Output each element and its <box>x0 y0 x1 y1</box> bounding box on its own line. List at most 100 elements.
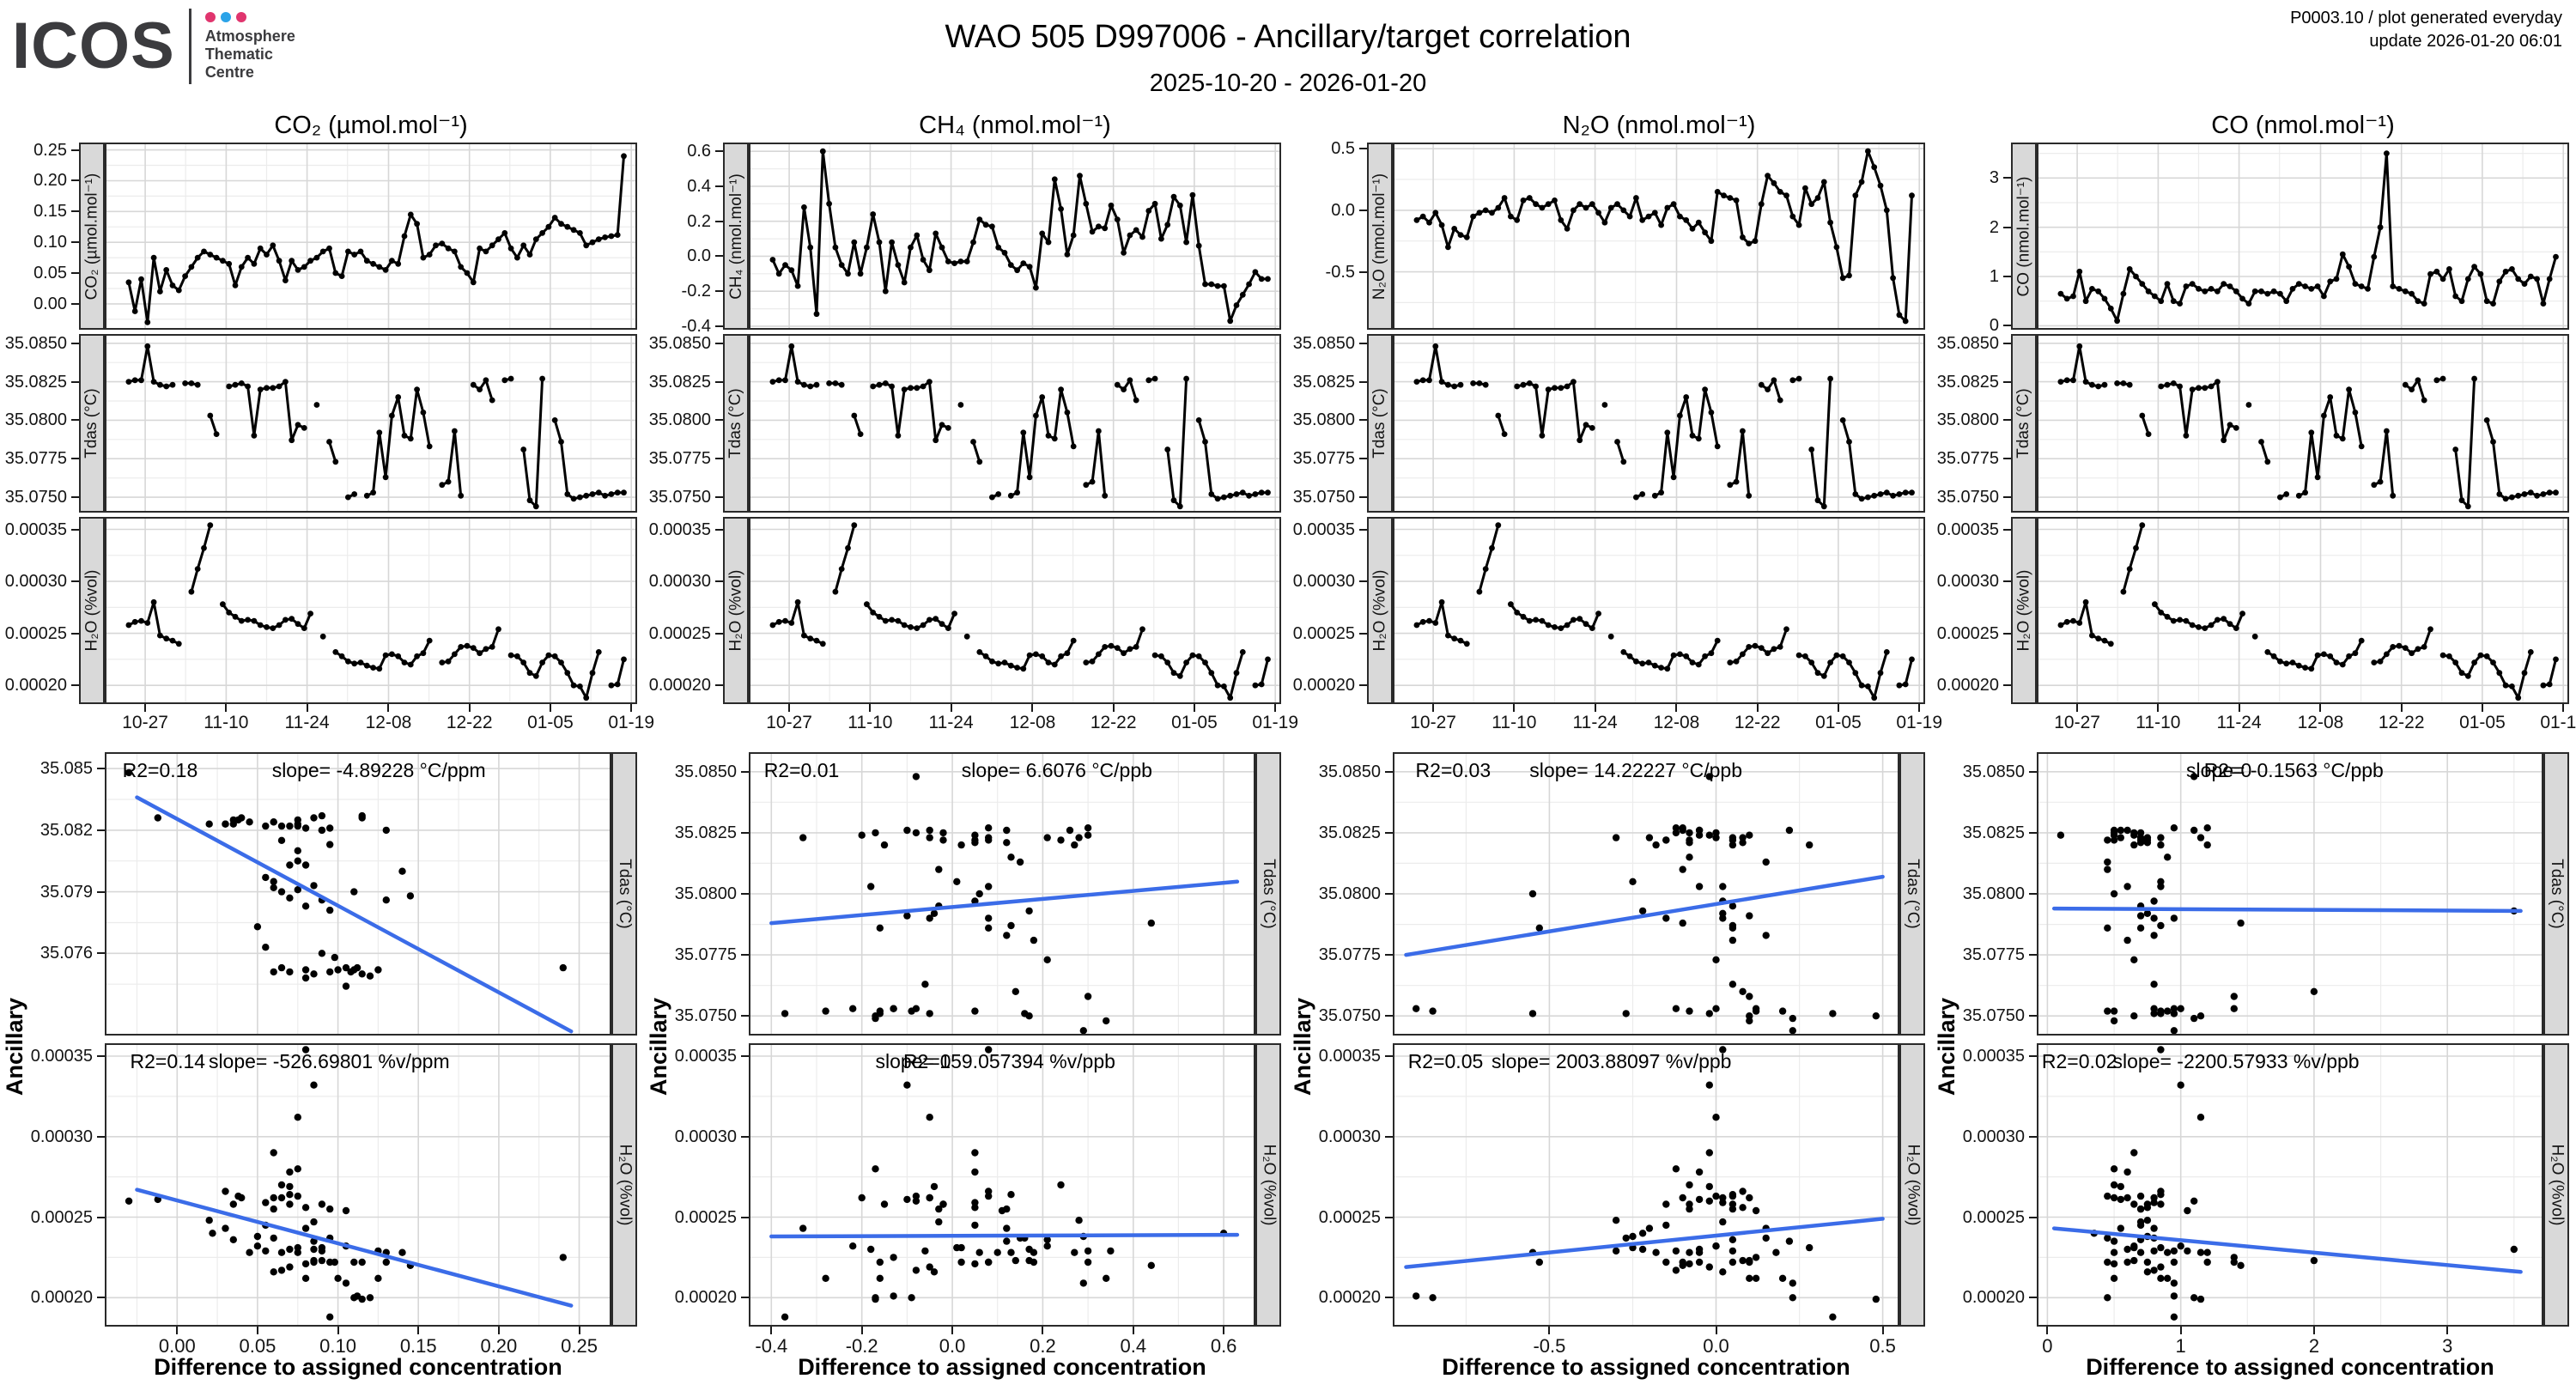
x-tick-label: 0.2 <box>1030 1335 1056 1357</box>
y-tick-mark <box>71 458 79 460</box>
y-tick-label: 35.0750 <box>1318 1006 1381 1026</box>
y-tick-label: 1 <box>1989 267 1999 287</box>
y-tick-mark <box>2029 1135 2037 1138</box>
y-tick-mark <box>715 220 723 222</box>
y-tick-label: 35.079 <box>39 882 93 902</box>
strip-label: H₂O (%vol) <box>82 569 100 652</box>
y-tick-label: 0.00030 <box>648 572 711 592</box>
y-tick-mark <box>2003 528 2011 531</box>
logo-divider <box>188 9 191 84</box>
y-tick-label: 35.0775 <box>674 945 737 965</box>
y-tick-label: 0.6 <box>687 142 711 161</box>
x-tick-label: 0.0 <box>1703 1335 1729 1357</box>
y-tick-label: 35.0750 <box>674 1006 737 1026</box>
annotation-slope-co-tdas: slope= -0.1563 °C/ppb <box>2186 759 2384 781</box>
x-tick-label: -0.5 <box>1533 1335 1566 1357</box>
strip-label: Tdas (°C) <box>616 859 634 929</box>
x-tick-mark <box>788 704 791 712</box>
x-tick-label: 11-10 <box>2136 713 2181 732</box>
y-tick-label: 0.00020 <box>1292 676 1355 696</box>
x-tick-label: 0.0 <box>939 1335 966 1357</box>
y-tick-mark <box>71 419 79 422</box>
x-tick-label: 12-22 <box>446 713 493 732</box>
x-axis-title: Difference to assigned concentration <box>154 1354 562 1380</box>
y-tick-label: 35.0800 <box>1292 410 1355 430</box>
y-tick-label: 0.00025 <box>648 623 711 643</box>
x-tick-mark <box>1432 704 1435 712</box>
x-tick-label: 0.6 <box>1210 1335 1237 1357</box>
y-tick-mark <box>2029 893 2037 895</box>
x-tick-mark <box>1132 1327 1134 1334</box>
x-tick-label: 12-08 <box>365 713 412 732</box>
y-tick-mark <box>2029 831 2037 834</box>
x-tick-mark <box>1193 704 1195 712</box>
scatter-strip-tdas: Tdas (°C) <box>2543 752 2569 1036</box>
panel-title-ch4: CH₄ (nmol.mol⁻¹) <box>919 112 1111 139</box>
x-tick-label: 1 <box>2175 1335 2186 1357</box>
x-tick-label: 01-05 <box>1815 713 1862 732</box>
y-tick-label: 0.15 <box>33 202 67 222</box>
y-tick-label: 35.0775 <box>1318 945 1381 965</box>
panel-title-n2o: N₂O (nmol.mol⁻¹) <box>1562 112 1756 139</box>
x-tick-mark <box>2046 1327 2049 1334</box>
x-axis-title: Difference to assigned concentration <box>798 1354 1206 1380</box>
scatter-strip-tdas: Tdas (°C) <box>1255 752 1281 1036</box>
row-strip-1: Tdas (°C) <box>2011 334 2037 513</box>
y-tick-mark <box>1359 209 1367 211</box>
logo-sub-line3: Centre <box>204 63 254 81</box>
y-tick-mark <box>71 496 79 499</box>
x-tick-label: 0.00 <box>158 1335 196 1357</box>
y-tick-mark <box>97 890 105 893</box>
ts-panel-ch4-difference <box>749 143 1281 330</box>
y-tick-mark <box>741 1135 749 1138</box>
y-tick-mark <box>2003 177 2011 179</box>
y-tick-mark <box>71 272 79 275</box>
x-tick-mark <box>1756 704 1759 712</box>
y-tick-label: 35.0825 <box>1936 372 1999 392</box>
y-tick-label: 35.0825 <box>674 823 737 842</box>
x-tick-label: 0.5 <box>1869 1335 1896 1357</box>
y-tick-mark <box>71 149 79 151</box>
x-tick-mark <box>1594 704 1596 712</box>
y-tick-label: 3 <box>1989 168 1999 188</box>
y-tick-label: 35.0800 <box>1962 884 2025 903</box>
plot-meta: P0003.10 / plot generated everyday updat… <box>2290 7 2562 53</box>
y-tick-label: 35.0800 <box>648 410 711 430</box>
y-tick-label: 35.0775 <box>4 449 67 469</box>
ancillary-axis-label: Ancillary <box>1934 997 1959 1096</box>
regression-line <box>2051 906 2523 914</box>
x-tick-label: 11-10 <box>204 713 249 732</box>
x-tick-mark <box>950 704 952 712</box>
y-tick-mark <box>2003 419 2011 422</box>
y-tick-mark <box>97 1055 105 1057</box>
y-tick-label: 35.0825 <box>1292 372 1355 392</box>
y-tick-mark <box>715 325 723 327</box>
regression-line <box>769 879 1240 926</box>
y-tick-label: 35.0750 <box>1936 488 1999 507</box>
logo-dot-pink-icon <box>204 11 216 22</box>
x-tick-label: 0 <box>2042 1335 2053 1357</box>
x-tick-mark <box>951 1327 954 1334</box>
y-tick-label: 0.00 <box>33 294 67 313</box>
icos-logo: ICOS Atmosphere Thematic Centre <box>12 9 295 84</box>
x-tick-label: 01-19 <box>2540 713 2576 732</box>
y-tick-mark <box>741 1055 749 1057</box>
y-tick-label: 0.10 <box>33 233 67 252</box>
strip-label: N₂O (nmol.mol⁻¹) <box>1370 173 1389 300</box>
strip-label: H₂O (%vol) <box>726 569 744 652</box>
gas-column-co: CO (nmol.mol⁻¹) CO (nmol.mol⁻¹) 3 2 1 0 Tdas (… <box>1932 0 2576 1391</box>
x-tick-label: 3 <box>2442 1335 2453 1357</box>
y-tick-label: 0.00035 <box>30 1047 93 1066</box>
y-tick-mark <box>71 684 79 687</box>
x-tick-mark <box>306 704 308 712</box>
row-strip-1: Tdas (°C) <box>723 334 749 513</box>
annotation-r2-co-h2o: R2=0.02 <box>2041 1050 2117 1072</box>
y-tick-mark <box>2029 1297 2037 1299</box>
scatter-strip-tdas: Tdas (°C) <box>1899 752 1925 1036</box>
y-tick-mark <box>715 528 723 531</box>
y-tick-mark <box>2003 342 2011 344</box>
y-tick-label: 0.00035 <box>1318 1047 1381 1066</box>
scatter-panel-co2-h2o <box>105 1043 611 1327</box>
y-tick-mark <box>97 952 105 955</box>
scatter-strip-tdas: Tdas (°C) <box>611 752 637 1036</box>
